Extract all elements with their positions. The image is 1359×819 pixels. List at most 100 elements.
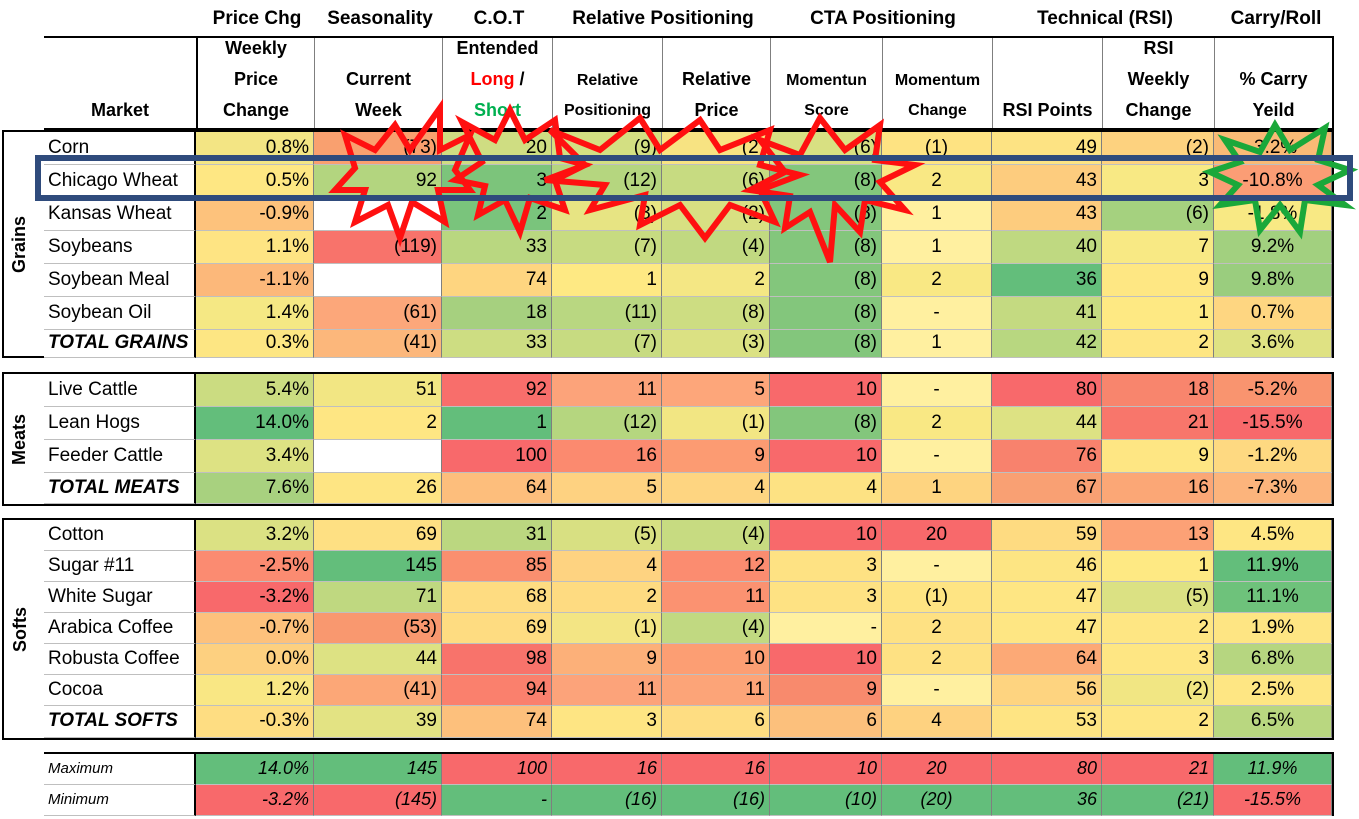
cell-momchg: 2 — [882, 165, 992, 198]
cell-mom: 10 — [770, 374, 882, 407]
cell-relpos: (9) — [552, 132, 662, 165]
cell-season: 92 — [314, 165, 442, 198]
cell-market: TOTAL SOFTS — [44, 706, 196, 738]
cell-relpos: 16 — [552, 754, 662, 785]
cell-cot: 98 — [442, 644, 552, 675]
cell-rsichg: (2) — [1102, 132, 1214, 165]
cell-rsi: 36 — [992, 785, 1102, 816]
column-header: Market Weekly Price Change Current Week … — [44, 36, 1334, 130]
cell-season: 69 — [314, 520, 442, 551]
cell-momchg: 2 — [882, 264, 992, 297]
cell-mom: 4 — [770, 473, 882, 504]
cell-momchg: 2 — [882, 613, 992, 644]
cell-momchg: (1) — [882, 582, 992, 613]
cell-rsi: 43 — [992, 165, 1102, 198]
cell-momchg: 1 — [882, 231, 992, 264]
cell-relprice: 12 — [662, 551, 770, 582]
cell-rsi: 76 — [992, 440, 1102, 473]
cell-market: Kansas Wheat — [44, 198, 196, 231]
cell-cot: 100 — [442, 440, 552, 473]
cell-relprice: (8) — [662, 297, 770, 330]
cell-mom: 10 — [770, 754, 882, 785]
cell-price: -0.9% — [196, 198, 314, 231]
cell-season: (61) — [314, 297, 442, 330]
cell-price: 3.4% — [196, 440, 314, 473]
cell-relprice: 10 — [662, 644, 770, 675]
cell-carry: 2.5% — [1214, 675, 1332, 706]
cell-rsichg: 9 — [1102, 264, 1214, 297]
cell-market: Maximum — [44, 754, 196, 785]
cell-relprice: 6 — [662, 706, 770, 738]
cell-cot: 85 — [442, 551, 552, 582]
cell-season: 51 — [314, 374, 442, 407]
cell-mom: 9 — [770, 675, 882, 706]
cell-carry: -10.8% — [1214, 165, 1332, 198]
cell-relpos: (7) — [552, 231, 662, 264]
cell-cot: 94 — [442, 675, 552, 706]
cell-carry: 4.5% — [1214, 520, 1332, 551]
cell-mom: (8) — [770, 165, 882, 198]
cell-season: 39 — [314, 706, 442, 738]
category-cot: C.O.T — [473, 8, 525, 29]
header-cot-title: Entended — [456, 38, 539, 58]
cell-momchg: - — [882, 297, 992, 330]
cell-relpos: 11 — [552, 675, 662, 706]
cell-carry: 9.2% — [1214, 231, 1332, 264]
cell-relprice: (4) — [662, 613, 770, 644]
cell-rsichg: (2) — [1102, 675, 1214, 706]
cell-market: Sugar #11 — [44, 551, 196, 582]
category-cta-positioning: CTA Positioning — [810, 8, 956, 29]
cell-cot: 68 — [442, 582, 552, 613]
header-carry-yield: % Carry Yeild — [1214, 38, 1332, 128]
cell-rsi: 53 — [992, 706, 1102, 738]
cell-rsichg: 2 — [1102, 706, 1214, 738]
cell-relpos: (11) — [552, 297, 662, 330]
cell-relprice: (1) — [662, 407, 770, 440]
cell-season: 145 — [314, 754, 442, 785]
cell-market: Cotton — [44, 520, 196, 551]
cell-momchg: (20) — [882, 785, 992, 816]
cell-relprice: 2 — [662, 264, 770, 297]
cell-momchg: 2 — [882, 407, 992, 440]
cell-momchg: - — [882, 551, 992, 582]
header-cot-short: Short — [474, 100, 521, 120]
cell-momchg: - — [882, 440, 992, 473]
cell-relpos: 9 — [552, 644, 662, 675]
cell-relprice: 4 — [662, 473, 770, 504]
cell-price: 14.0% — [196, 754, 314, 785]
cell-price: 0.3% — [196, 330, 314, 358]
cell-momchg: - — [882, 374, 992, 407]
cell-relpos: (12) — [552, 165, 662, 198]
cell-carry: -7.3% — [1214, 473, 1332, 504]
cell-rsi: 59 — [992, 520, 1102, 551]
cell-carry: 1.9% — [1214, 613, 1332, 644]
cell-rsichg: (5) — [1102, 582, 1214, 613]
cell-carry: 6.8% — [1214, 644, 1332, 675]
category-relative-positioning: Relative Positioning — [572, 8, 754, 29]
cell-momchg: 20 — [882, 754, 992, 785]
cell-price: 1.4% — [196, 297, 314, 330]
cell-carry: 11.9% — [1214, 551, 1332, 582]
cell-rsichg: 16 — [1102, 473, 1214, 504]
cell-price: -3.2% — [196, 785, 314, 816]
cell-season — [314, 440, 442, 473]
category-seasonality: Seasonality — [327, 8, 433, 29]
category-technical-rsi: Technical (RSI) — [1037, 8, 1173, 29]
cell-price: 0.8% — [196, 132, 314, 165]
cell-momchg: 4 — [882, 706, 992, 738]
cell-cot: 20 — [442, 132, 552, 165]
cell-price: 1.1% — [196, 231, 314, 264]
cell-season: 71 — [314, 582, 442, 613]
cell-carry: -5.2% — [1214, 374, 1332, 407]
cell-market: Minimum — [44, 785, 196, 816]
cell-rsichg: 2 — [1102, 613, 1214, 644]
cell-rsi: 80 — [992, 374, 1102, 407]
cell-momchg: - — [882, 675, 992, 706]
cell-market: Live Cattle — [44, 374, 196, 407]
cell-mom: 3 — [770, 551, 882, 582]
cell-market: Robusta Coffee — [44, 644, 196, 675]
cell-market: Cocoa — [44, 675, 196, 706]
cell-carry: 3.6% — [1214, 330, 1332, 358]
cell-relprice: (2) — [662, 132, 770, 165]
cell-relprice: (6) — [662, 165, 770, 198]
